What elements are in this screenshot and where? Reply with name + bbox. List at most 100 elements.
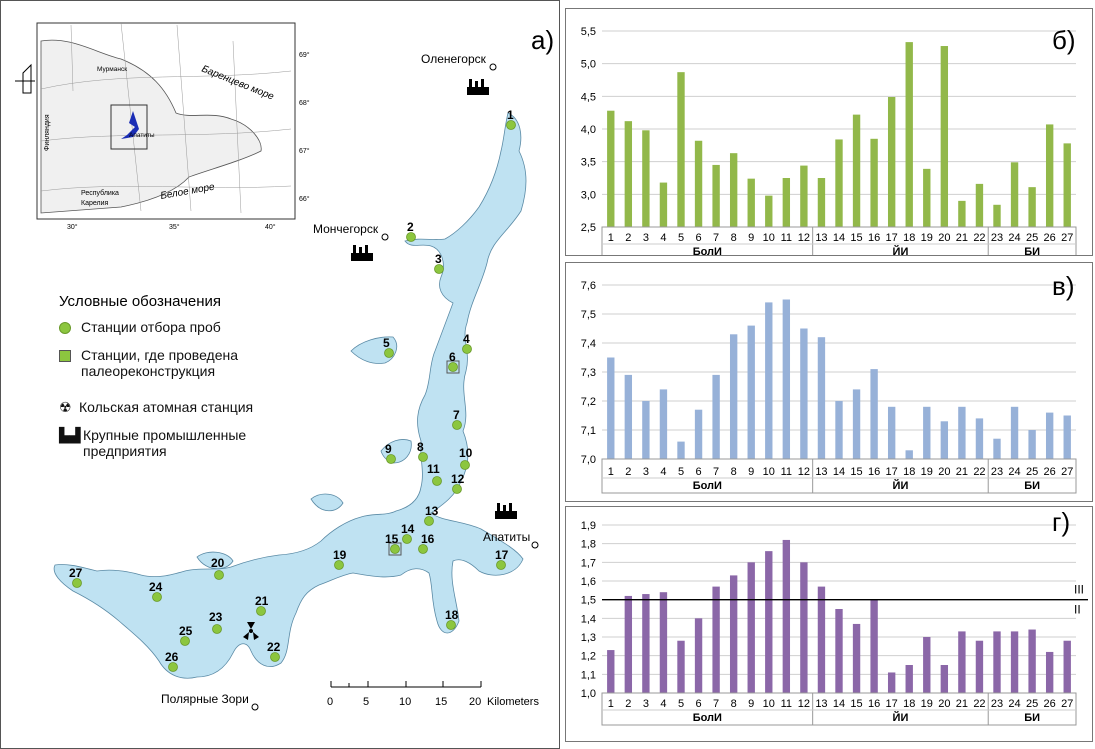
y-tick-label: 1,2 — [581, 651, 596, 663]
x-tick-label: 23 — [991, 698, 1003, 710]
bar-4 — [659, 389, 668, 459]
x-tick-label: 8 — [731, 698, 737, 710]
legend-label-npp: Кольская атомная станция — [79, 399, 254, 415]
bar-9 — [747, 562, 755, 693]
x-tick-label: 24 — [1008, 466, 1020, 478]
station-label-18: 18 — [445, 608, 459, 622]
station-label-14: 14 — [401, 522, 415, 536]
station-19 — [334, 560, 344, 570]
x-tick-label: 21 — [956, 232, 968, 244]
bar-12 — [800, 562, 808, 693]
group-label-2: БИ — [1024, 480, 1040, 492]
bar-22 — [975, 640, 984, 693]
y-tick-label: 1,4 — [581, 613, 596, 625]
station-label-24: 24 — [149, 580, 163, 594]
x-tick-label: 26 — [1044, 698, 1056, 710]
scale-tick-0: 0 — [327, 696, 333, 708]
bar-2 — [624, 121, 633, 227]
x-tick-label: 3 — [643, 232, 649, 244]
bar-2 — [624, 374, 633, 459]
x-tick-label: 14 — [833, 466, 845, 478]
y-tick-label: 1,8 — [581, 539, 596, 551]
scale-tick-10: 10 — [399, 696, 411, 708]
bar-18 — [905, 42, 913, 228]
paleo-station-box — [388, 542, 402, 556]
x-tick-label: 15 — [850, 698, 862, 710]
x-tick-label: 4 — [660, 466, 666, 478]
station-label-16: 16 — [421, 532, 435, 546]
x-tick-label: 13 — [815, 232, 827, 244]
bar-7 — [712, 164, 720, 227]
group-label-0: БолИ — [693, 246, 722, 255]
station-label-6: 6 — [449, 350, 456, 364]
x-tick-label: 12 — [798, 466, 810, 478]
station-24 — [152, 592, 162, 602]
bar-9 — [747, 325, 755, 459]
chart-panel-letter: г) — [1052, 507, 1070, 537]
bar-25 — [1028, 629, 1036, 693]
y-tick-label: 1,6 — [581, 576, 596, 588]
x-tick-label: 17 — [886, 698, 898, 710]
x-tick-label: 1 — [608, 466, 614, 478]
inset-lat-67: 67° — [299, 147, 310, 155]
bar-12 — [800, 165, 808, 227]
station-label-2: 2 — [407, 220, 414, 234]
station-label-15: 15 — [385, 532, 399, 546]
station-label-9: 9 — [385, 442, 392, 456]
x-tick-label: 1 — [608, 232, 614, 244]
chart-v-svg: 7,07,17,27,37,47,57,61 2 3 4 5 6 7 8 9 10 11 12 13 14… — [581, 271, 1077, 494]
y-tick-label: 1,1 — [581, 669, 596, 681]
bar-2 — [624, 595, 633, 693]
x-tick-label: 17 — [886, 232, 898, 244]
x-tick-label: 23 — [991, 466, 1003, 478]
inset-lon-35: 35° — [169, 223, 180, 231]
y-tick-label: 5,0 — [581, 59, 596, 71]
category-table — [601, 458, 1077, 494]
x-tick-label: 19 — [921, 466, 933, 478]
bar-6 — [694, 618, 703, 693]
x-tick-label: 5 — [678, 232, 684, 244]
station-13 — [424, 516, 434, 526]
chart-panel-letter: б) — [1052, 25, 1076, 55]
y-tick-label: 5,5 — [581, 26, 596, 38]
x-tick-label: 16 — [868, 232, 880, 244]
y-tick-label: 7,3 — [581, 367, 596, 379]
station-11 — [432, 476, 442, 486]
town-olenegorsk: Оленегорск — [421, 52, 487, 66]
bar-7 — [712, 374, 720, 459]
x-tick-label: 18 — [903, 232, 915, 244]
bar-15 — [852, 623, 861, 693]
x-tick-label: 2 — [625, 232, 631, 244]
x-tick-label: 7 — [713, 698, 719, 710]
bar-1 — [607, 357, 615, 459]
x-tick-label: 9 — [748, 698, 754, 710]
north-arrow-icon — [15, 63, 35, 94]
station-2 — [406, 232, 416, 242]
station-label-12: 12 — [451, 472, 465, 486]
bar-19 — [923, 168, 931, 227]
group-label-1: ЙИ — [893, 711, 909, 724]
bar-8 — [729, 575, 738, 693]
group-label-0: БолИ — [693, 480, 722, 492]
station-5 — [384, 348, 394, 358]
bar-11 — [782, 178, 791, 227]
station-label-5: 5 — [383, 336, 390, 350]
y-tick-label: 1,9 — [581, 520, 596, 532]
station-25 — [180, 636, 190, 646]
bar-16 — [870, 369, 878, 459]
x-tick-label: 11 — [781, 232, 792, 244]
legend-label-industry: Крупные промышленные предприятия — [83, 427, 247, 459]
x-tick-label: 26 — [1044, 232, 1056, 244]
town-monchegorsk: Мончегорск — [313, 222, 379, 236]
town-polyarnye-zori: Полярные Зори — [161, 692, 249, 706]
bar-10 — [765, 195, 773, 227]
scale-tick-15: 15 — [435, 696, 447, 708]
legend-label-paleo: Станции, где проведена палеореконструкци… — [81, 347, 239, 379]
inset-lat-68: 68° — [299, 99, 310, 107]
x-tick-label: 21 — [956, 466, 968, 478]
x-tick-label: 5 — [678, 698, 684, 710]
green-dot-icon — [59, 322, 71, 335]
bar-23 — [993, 438, 1001, 459]
bar-25 — [1028, 430, 1036, 459]
town-apatity: Апатиты — [483, 530, 530, 544]
